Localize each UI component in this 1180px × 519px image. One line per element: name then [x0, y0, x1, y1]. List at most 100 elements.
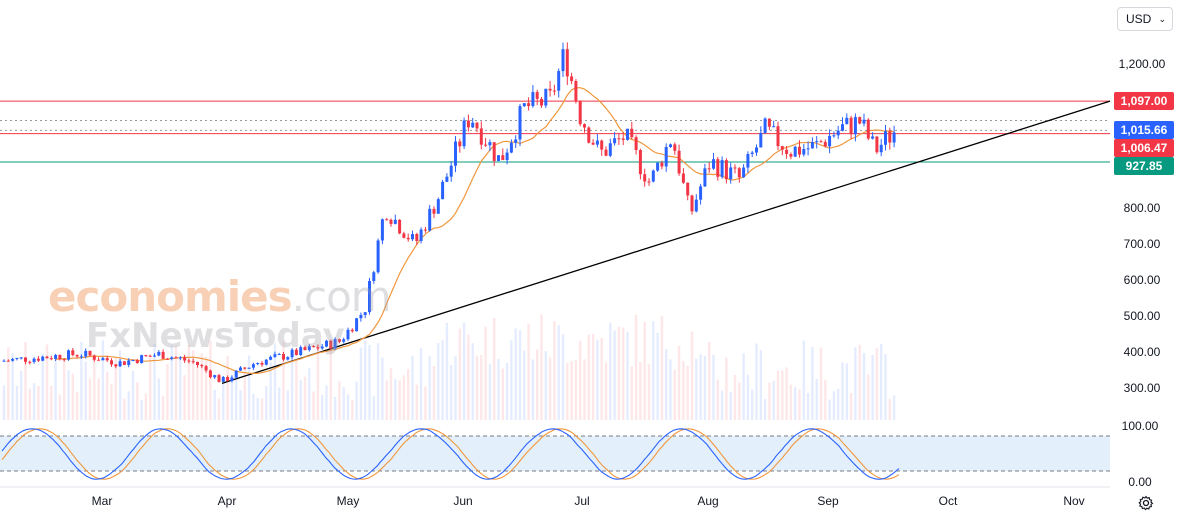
candle-body [49, 358, 53, 360]
candle-body [638, 149, 642, 175]
volume-bar [858, 344, 861, 420]
candle-body [484, 144, 488, 146]
volume-bar [174, 346, 178, 420]
candle-body [127, 360, 131, 365]
candle-body [118, 361, 122, 367]
candle-body [441, 181, 445, 200]
volume-bar [643, 321, 646, 420]
volume-bar [321, 394, 324, 420]
candle-body [626, 128, 629, 140]
volume-bar [819, 347, 823, 420]
chevron-down-icon: ⌄ [1158, 13, 1166, 24]
candle-body [871, 136, 875, 139]
volume-bar [71, 373, 74, 420]
x-tick-label: Sep [817, 494, 839, 508]
volume-bar [338, 381, 341, 420]
volume-bar [41, 353, 44, 420]
candle-body [694, 199, 698, 212]
volume-bar [217, 398, 221, 420]
candle-body [471, 122, 475, 128]
candle-body [144, 355, 148, 357]
candle-body [346, 329, 350, 340]
candle-body [191, 361, 195, 363]
volume-bar [454, 356, 457, 420]
volume-bar [480, 355, 483, 420]
candle-body [307, 346, 311, 351]
candle-body [423, 229, 427, 231]
volume-bar [372, 396, 375, 420]
candle-body [750, 152, 754, 154]
price-tag-bg [1114, 121, 1174, 139]
candle-body [58, 354, 62, 360]
candles [2, 42, 896, 383]
volume-bar [699, 354, 702, 420]
candle-body [148, 355, 152, 357]
candle-body [114, 364, 118, 367]
volume-bar [751, 389, 754, 420]
candle-body [793, 146, 797, 157]
volume-bar [557, 324, 560, 420]
candle-body [230, 377, 234, 381]
volume-bar [192, 350, 195, 420]
currency-selector[interactable]: USD ⌄ [1117, 7, 1173, 31]
candle-body [67, 350, 70, 360]
volume-bar [286, 390, 289, 420]
x-tick-label: May [337, 494, 360, 508]
candle-body [479, 128, 483, 145]
volume-bar [316, 344, 320, 420]
candle-body [531, 92, 535, 107]
volume-bar [488, 364, 492, 420]
candle-body [337, 339, 341, 342]
candle-body [724, 160, 728, 180]
candle-body [247, 367, 251, 369]
volume-bar [540, 314, 543, 420]
candle-body [226, 377, 230, 381]
candle-body [548, 88, 552, 91]
candle-body [522, 103, 526, 107]
volume-bar [97, 378, 100, 420]
candle-body [131, 359, 135, 361]
candle-body [686, 182, 690, 196]
moving-average-line [55, 87, 895, 375]
candle-body [527, 103, 531, 107]
volume-bar [837, 388, 840, 420]
candle-body [294, 349, 298, 356]
volume-bar [755, 343, 758, 420]
volume-bar [493, 317, 496, 420]
candle-body [256, 363, 260, 365]
candle-body [62, 359, 66, 361]
volume-bar [368, 345, 371, 420]
price-tag-label: 927.85 [1126, 159, 1163, 173]
volume-bar [862, 352, 866, 420]
volume-bar [407, 369, 410, 420]
volume-bar [600, 338, 603, 420]
volume-bar [798, 389, 801, 420]
volume-bar [179, 359, 182, 420]
candle-body [432, 208, 436, 214]
candle-body [2, 360, 6, 362]
volume-bar [424, 386, 427, 420]
volume-bar [50, 385, 53, 420]
candle-body [613, 138, 617, 144]
volume-bar [677, 345, 681, 420]
volume-bar [514, 328, 517, 420]
volume-bar [183, 375, 186, 420]
volume-bar [703, 356, 707, 420]
candle-body [836, 130, 840, 136]
volume-bar [282, 342, 285, 420]
candle-body [505, 152, 509, 161]
gear-icon[interactable] [1137, 494, 1155, 512]
candle-body [492, 142, 496, 161]
candle-body [755, 147, 758, 153]
candle-body [785, 149, 789, 155]
candle-body [187, 360, 191, 362]
candle-body [41, 356, 45, 361]
volume-bar [153, 344, 156, 420]
volume-bar [583, 359, 586, 420]
volume-bar [222, 376, 225, 420]
volume-bar [871, 354, 874, 420]
y-tick-label: 500.00 [1124, 309, 1161, 323]
candle-body [832, 135, 836, 137]
volume-bar [295, 357, 298, 420]
